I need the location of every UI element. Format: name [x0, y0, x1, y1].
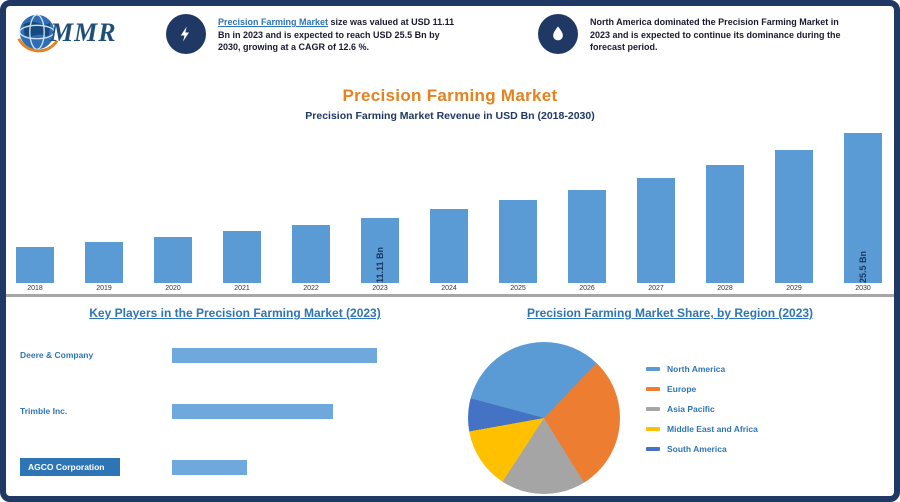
globe-icon — [17, 14, 59, 53]
bar-column — [85, 130, 123, 283]
legend-item: Middle East and Africa — [646, 424, 758, 434]
key-players-heading: Key Players in the Precision Farming Mar… — [89, 306, 381, 320]
key-players-chart: Deere & Company Trimble Inc. AGCO Corporat… — [20, 346, 450, 496]
bar-series: 11.11 Bn 25.5 Bn — [16, 130, 882, 283]
legend-marker-2 — [646, 387, 660, 391]
x-axis-label: 2027 — [648, 285, 664, 292]
region-pie-chart — [468, 342, 620, 494]
x-axis-label: 2018 — [27, 285, 43, 292]
revenue-bar — [430, 209, 468, 283]
legend-marker-1 — [646, 367, 660, 371]
market-size-highlight: Precision Farming Market size was valued… — [166, 14, 476, 54]
droplet-icon — [538, 14, 578, 54]
bar-column — [154, 130, 192, 283]
region-share-heading: Precision Farming Market Share, by Regio… — [526, 306, 814, 320]
revenue-bar — [499, 200, 537, 283]
legend-label: South America — [667, 444, 727, 454]
region-legend: North America Europe Asia Pacific Middle Ea… — [646, 364, 758, 464]
bar-column — [499, 130, 537, 283]
x-axis-label: 2029 — [786, 285, 802, 292]
x-axis-label: 2020 — [165, 285, 181, 292]
revenue-bar — [223, 231, 261, 283]
legend-item: South America — [646, 444, 758, 454]
revenue-bar — [16, 247, 54, 283]
section-divider — [6, 294, 894, 297]
market-size-text: Precision Farming Market size was valued… — [218, 14, 463, 54]
bar-column: 11.11 Bn — [361, 130, 399, 283]
player-row: Trimble Inc. — [20, 402, 450, 420]
page-title: Precision Farming Market — [342, 86, 558, 105]
dominant-region-highlight: North America dominated the Precision Fa… — [538, 14, 868, 54]
revenue-bar-chart: 11.11 Bn 25.5 Bn 2018 2019 2020 2021 2022 2023… — [16, 130, 882, 292]
bar-column — [637, 130, 675, 283]
x-axis-label: 2026 — [579, 285, 595, 292]
bar-column: 25.5 Bn — [844, 130, 882, 283]
bar-column — [775, 130, 813, 283]
bar-column — [568, 130, 606, 283]
revenue-bar: 11.11 Bn — [361, 218, 399, 283]
player-bar-track — [172, 403, 438, 419]
x-axis-label: 2019 — [96, 285, 112, 292]
mmr-logo: MMR — [14, 10, 117, 56]
lightning-icon — [166, 14, 206, 54]
revenue-bar — [775, 150, 813, 283]
legend-marker-3 — [646, 407, 660, 411]
x-axis-label: 2021 — [234, 285, 250, 292]
market-size-text-rest: size was valued at USD 11.11 Bn in 2023 … — [218, 17, 455, 53]
revenue-bar — [292, 225, 330, 283]
x-axis-label: 2023 — [372, 285, 388, 292]
bar-column — [292, 130, 330, 283]
revenue-bar — [637, 178, 675, 283]
bar-column — [223, 130, 261, 283]
legend-label: North America — [667, 364, 726, 374]
bar-column — [16, 130, 54, 283]
legend-item: Asia Pacific — [646, 404, 758, 414]
legend-marker-5 — [646, 447, 660, 451]
legend-item: North America — [646, 364, 758, 374]
market-report-link[interactable]: Precision Farming Market — [218, 17, 329, 27]
player-label: Deere & Company — [20, 350, 94, 360]
x-axis-labels: 2018 2019 2020 2021 2022 2023 2024 2025 2026 2027… — [16, 285, 882, 292]
logo-wordmark: MMR — [50, 18, 117, 47]
legend-label: Europe — [667, 384, 697, 394]
x-axis-label: 2025 — [510, 285, 526, 292]
legend-label: Asia Pacific — [667, 404, 715, 414]
player-bar-track — [172, 347, 438, 363]
dominant-region-text: North America dominated the Precision Fa… — [590, 17, 841, 53]
x-axis-label: 2022 — [303, 285, 319, 292]
revenue-bar — [568, 190, 606, 283]
player-bar-track — [172, 459, 438, 475]
revenue-bar — [154, 237, 192, 283]
x-axis-label: 2028 — [717, 285, 733, 292]
player-bar — [172, 459, 247, 475]
bar-value-label: 11.11 Bn — [375, 246, 385, 283]
player-row: Deere & Company — [20, 346, 450, 364]
bar-column — [706, 130, 744, 283]
bar-column — [430, 130, 468, 283]
revenue-bar — [706, 165, 744, 283]
legend-label: Middle East and Africa — [667, 424, 758, 434]
player-bar — [172, 403, 333, 419]
legend-marker-4 — [646, 427, 660, 431]
revenue-bar — [85, 242, 123, 283]
player-label: AGCO Corporation — [20, 458, 120, 476]
revenue-bar: 25.5 Bn — [844, 133, 882, 283]
x-axis-label: 2030 — [855, 285, 871, 292]
player-bar — [172, 347, 377, 363]
chart-subtitle: Precision Farming Market Revenue in USD … — [305, 110, 595, 122]
legend-item: Europe — [646, 384, 758, 394]
player-label: Trimble Inc. — [20, 406, 68, 416]
bar-value-label: 25.5 Bn — [858, 250, 868, 283]
player-row: AGCO Corporation — [20, 458, 450, 476]
x-axis-label: 2024 — [441, 285, 457, 292]
